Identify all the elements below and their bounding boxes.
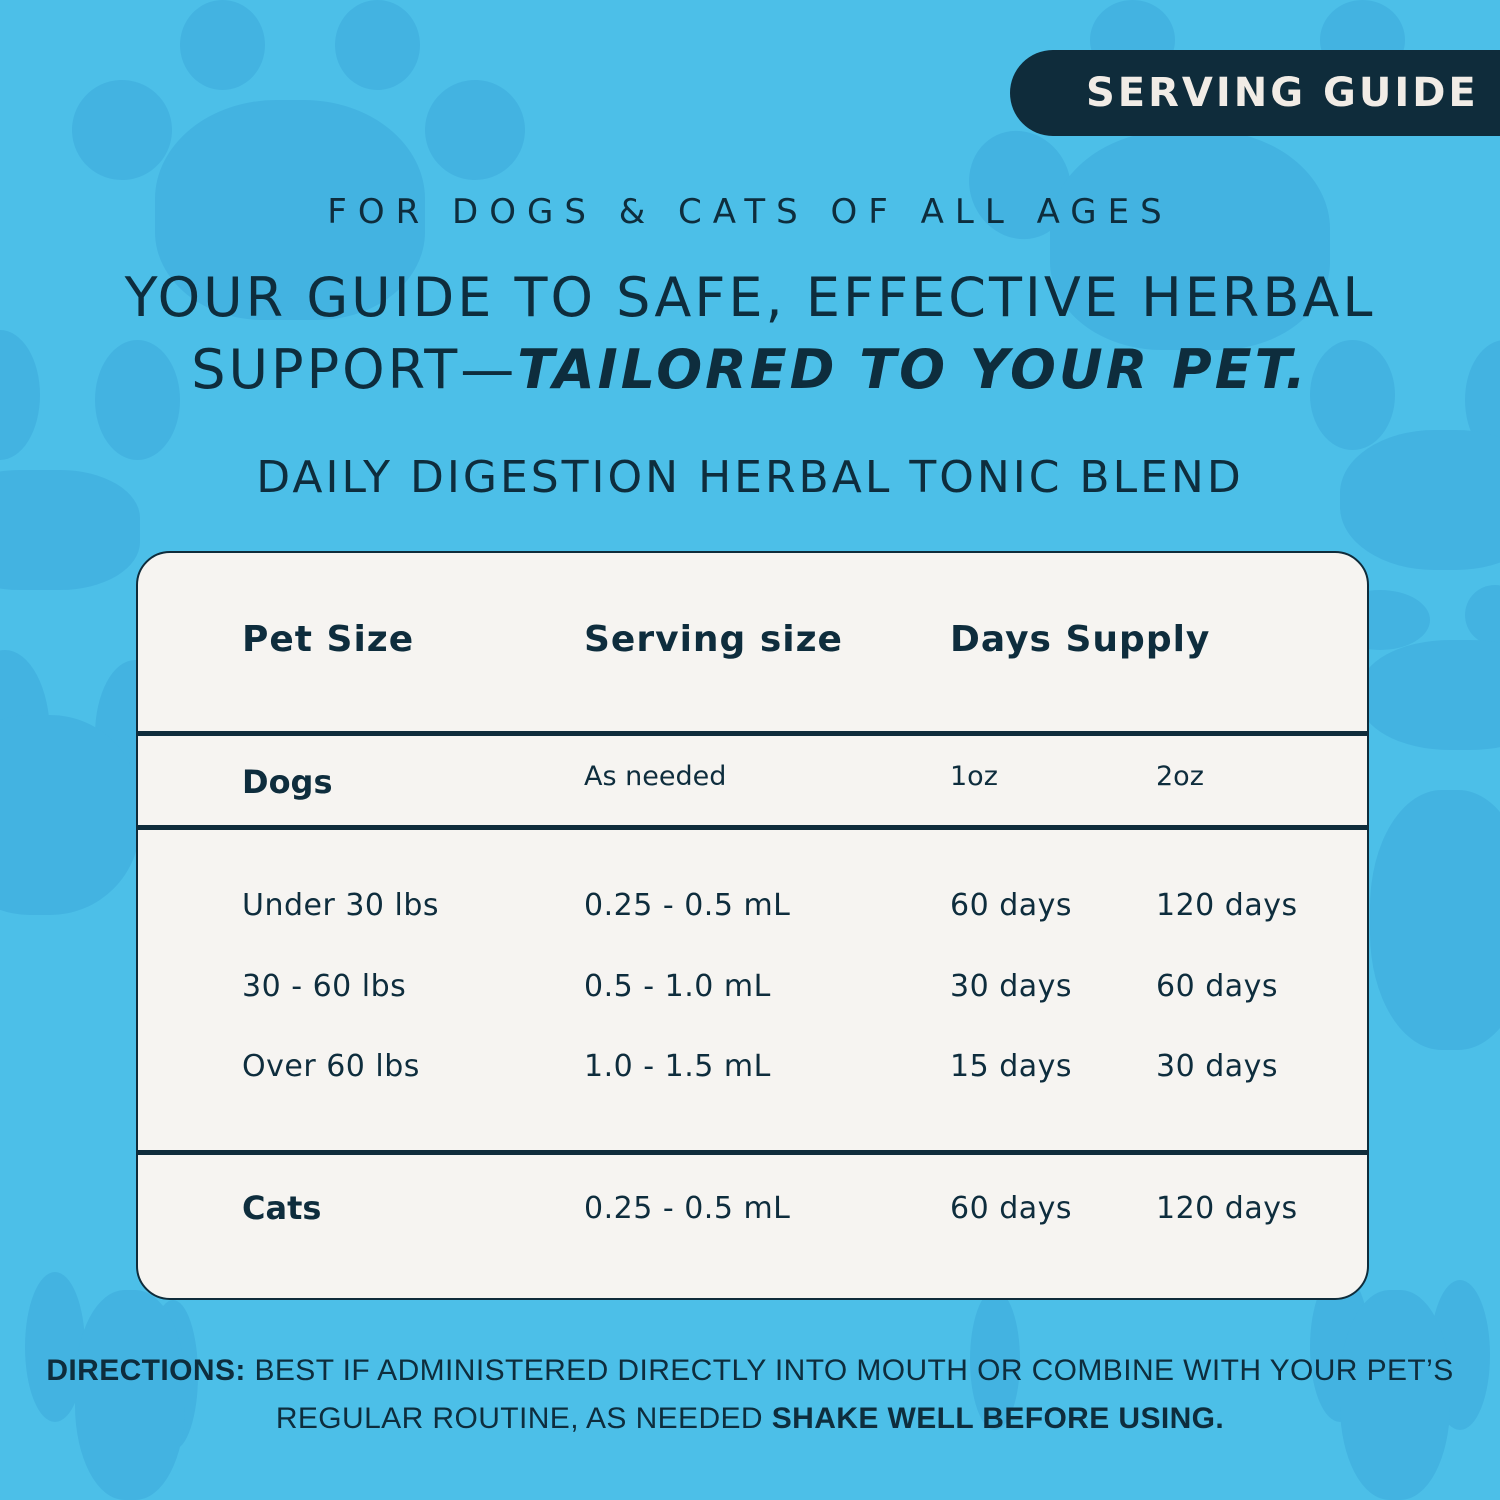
paw-icon bbox=[180, 0, 265, 90]
group-label-cats: Cats bbox=[242, 1189, 322, 1227]
paw-icon bbox=[1465, 585, 1500, 645]
headline-emphasis: TAILORED TO YOUR PET. bbox=[517, 338, 1309, 401]
page-headline: YOUR GUIDE TO SAFE, EFFECTIVE HERBAL SUP… bbox=[0, 262, 1500, 406]
pet-size: Over 60 lbs bbox=[242, 1049, 420, 1084]
headline-line-1: YOUR GUIDE TO SAFE, EFFECTIVE HERBAL bbox=[124, 266, 1376, 329]
paw-icon bbox=[408, 63, 542, 197]
serving: 1.0 - 1.5 mL bbox=[584, 1049, 771, 1084]
days-2oz: 120 days bbox=[1156, 1191, 1298, 1226]
headline-line-2: SUPPORT—TAILORED TO YOUR PET. bbox=[0, 334, 1500, 406]
headline-plain: SUPPORT— bbox=[191, 338, 518, 401]
directions-body: BEST IF ADMINISTERED DIRECTLY INTO MOUTH… bbox=[245, 1354, 1454, 1435]
paw-icon bbox=[95, 340, 180, 460]
badge-label: SERVING GUIDE bbox=[1086, 70, 1479, 116]
paw-icon bbox=[1310, 340, 1395, 450]
directions-emphasis: SHAKE WELL BEFORE USING. bbox=[771, 1402, 1225, 1435]
days-2oz: 120 days bbox=[1156, 888, 1298, 923]
group-label-dogs: Dogs bbox=[242, 763, 333, 801]
paw-icon bbox=[1360, 640, 1500, 750]
days-1oz: 60 days bbox=[950, 1191, 1073, 1226]
header-days-supply: Days Supply bbox=[950, 619, 1211, 660]
days-1oz: 15 days bbox=[950, 1049, 1073, 1084]
days-1oz: 30 days bbox=[950, 969, 1073, 1004]
paw-icon bbox=[0, 715, 140, 915]
divider bbox=[138, 825, 1367, 830]
days-2oz: 60 days bbox=[1156, 969, 1279, 1004]
divider bbox=[138, 731, 1367, 736]
days-2oz: 30 days bbox=[1156, 1049, 1279, 1084]
dogs-size-1oz: 1oz bbox=[950, 761, 998, 792]
paw-icon bbox=[75, 1290, 185, 1500]
pet-size: Under 30 lbs bbox=[242, 888, 440, 923]
paw-icon bbox=[1340, 1290, 1450, 1500]
serving: 0.25 - 0.5 mL bbox=[584, 888, 791, 923]
serving: 0.25 - 0.5 mL bbox=[584, 1191, 791, 1226]
product-name: DAILY DIGESTION HERBAL TONIC BLEND bbox=[256, 452, 1244, 503]
pet-size: 30 - 60 lbs bbox=[242, 969, 407, 1004]
divider bbox=[138, 1150, 1367, 1155]
directions-text: DIRECTIONS: BEST IF ADMINISTERED DIRECTL… bbox=[0, 1347, 1500, 1443]
paw-icon bbox=[1340, 430, 1500, 570]
paw-icon bbox=[1370, 790, 1500, 1050]
serving: 0.5 - 1.0 mL bbox=[584, 969, 771, 1004]
dogs-serving: As needed bbox=[584, 761, 727, 792]
paw-icon bbox=[155, 100, 425, 320]
paw-icon bbox=[335, 0, 420, 90]
header-pet-size: Pet Size bbox=[242, 619, 415, 660]
dogs-size-2oz: 2oz bbox=[1156, 761, 1204, 792]
paw-icon bbox=[1050, 130, 1330, 350]
paw-icon bbox=[970, 1290, 1020, 1430]
paw-icon bbox=[0, 470, 140, 590]
serving-table: Pet Size Serving size Days Supply Dogs A… bbox=[136, 551, 1369, 1300]
eyebrow-text: FOR DOGS & CATS OF ALL AGES bbox=[327, 192, 1173, 232]
directions-label: DIRECTIONS: bbox=[46, 1354, 246, 1387]
header-serving-size: Serving size bbox=[584, 619, 843, 660]
days-1oz: 60 days bbox=[950, 888, 1073, 923]
serving-guide-badge: SERVING GUIDE bbox=[1010, 50, 1500, 136]
